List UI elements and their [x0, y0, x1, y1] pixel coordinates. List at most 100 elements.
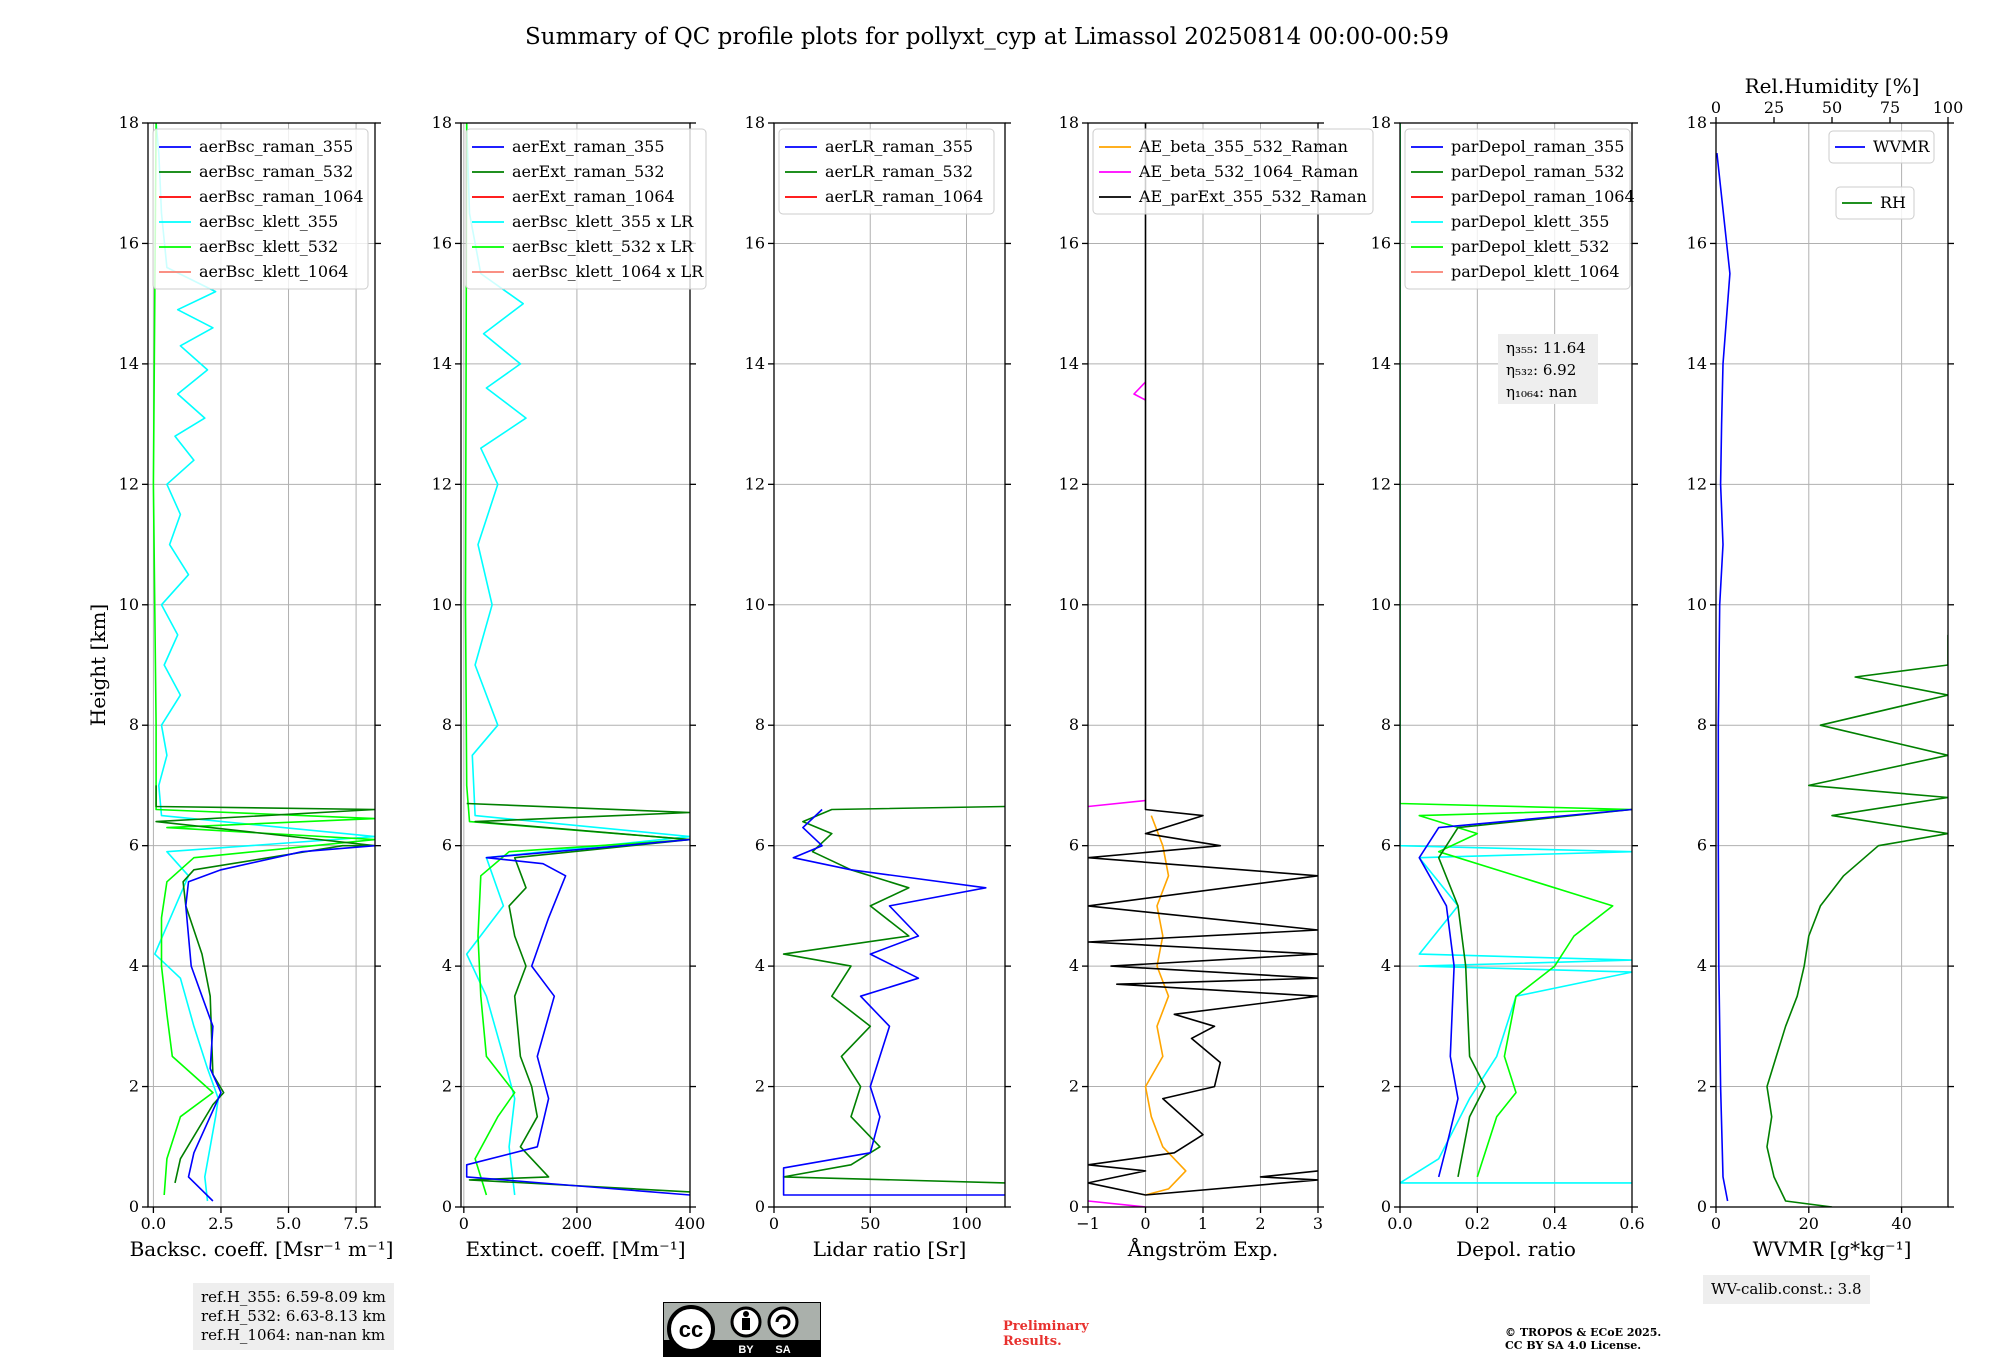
x-axis-label: Ångström Exp.	[1127, 1236, 1278, 1261]
x2-tick-label: 50	[1822, 98, 1842, 117]
x2-tick-label: 0	[1711, 98, 1721, 117]
y-tick-label: 18	[745, 113, 765, 132]
legend-label: aerBsc_klett_1064	[199, 262, 348, 281]
y-tick-label: 14	[119, 354, 139, 373]
y-axis-label: Height [km]	[86, 604, 110, 726]
legend-label: RH	[1880, 193, 1906, 212]
y-tick-label: 6	[129, 836, 139, 855]
x-tick-label: −1	[1076, 1214, 1100, 1233]
y-tick-label: 12	[1059, 474, 1079, 493]
x-axis-label: WVMR [g*kg⁻¹]	[1753, 1237, 1912, 1261]
x-axis-label: Backsc. coeff. [Msr⁻¹ m⁻¹]	[130, 1237, 394, 1261]
legend-label: aerExt_raman_1064	[512, 187, 675, 206]
legend-label: aerBsc_klett_532 x LR	[512, 237, 694, 256]
legend-label: aerExt_raman_355	[512, 137, 665, 156]
y-tick-label: 0	[442, 1197, 452, 1216]
y-tick-label: 18	[432, 113, 452, 132]
x-tick-label: 0.0	[1387, 1214, 1412, 1233]
legend-label: aerBsc_klett_355 x LR	[512, 212, 694, 231]
y-tick-label: 0	[129, 1197, 139, 1216]
panel-1: 0 2 4 6 8 10 12 14 16 18 0.0 2.5 5.0 7.5 Backsc. coeff…	[119, 113, 394, 1261]
copyright-line-1: © TROPOS & ECoE 2025.	[1505, 1326, 1662, 1339]
eta-annotation-line: η₃₅₅: 11.64	[1506, 339, 1586, 357]
panel-5: 0 2 4 6 8 10 12 14 16 18 0.0 0.2 0.4 0.6 Depol. ratio p…	[1371, 113, 1645, 1261]
series-AE_beta_532_1064_Raman	[1088, 799, 1146, 808]
x-axis-label: Lidar ratio [Sr]	[813, 1237, 967, 1261]
panel-2: 0 2 4 6 8 10 12 14 16 18 0 200 400 Extinct. coeff. [M…	[432, 113, 707, 1261]
y-tick-label: 2	[1697, 1077, 1707, 1096]
figure-title: Summary of QC profile plots for pollyxt_…	[525, 24, 1449, 50]
legend-label: aerLR_raman_1064	[825, 187, 983, 206]
y-tick-label: 6	[755, 836, 765, 855]
legend-label: parDepol_klett_355	[1451, 212, 1609, 231]
series-AE_beta_532_1064_Raman	[1088, 1200, 1146, 1207]
cc-by-sa-logo: cc BY SA	[663, 1302, 821, 1357]
legend: WVMR RH	[1828, 130, 1935, 220]
legend: aerExt_raman_355 aerExt_raman_532 aerExt_r…	[465, 128, 707, 290]
legend: aerLR_raman_355 aerLR_raman_532 aerLR_rama…	[778, 128, 995, 215]
y-tick-label: 16	[1059, 233, 1079, 252]
svg-text:cc: cc	[679, 1317, 703, 1342]
legend-label: AE_parExt_355_532_Raman	[1138, 187, 1367, 206]
y-tick-label: 14	[432, 354, 452, 373]
y-tick-label: 8	[129, 715, 139, 734]
y-tick-label: 16	[1371, 233, 1391, 252]
y-tick-label: 6	[1381, 836, 1391, 855]
y-tick-label: 4	[442, 956, 452, 975]
x-tick-label: 0.2	[1465, 1214, 1490, 1233]
y-tick-label: 12	[1687, 474, 1707, 493]
y-tick-label: 8	[755, 715, 765, 734]
y-tick-label: 14	[1687, 354, 1707, 373]
y-tick-label: 18	[1371, 113, 1391, 132]
legend: AE_beta_355_532_Raman AE_beta_532_1064_Ra…	[1092, 128, 1374, 215]
series-parDepol_klett_532	[1400, 123, 1632, 1178]
y-tick-label: 12	[119, 474, 139, 493]
legend-box	[465, 128, 707, 290]
preliminary-line-1: Preliminary	[1003, 1319, 1089, 1334]
legend-label: aerBsc_klett_355	[199, 212, 338, 231]
legend-label: aerLR_raman_355	[825, 137, 973, 156]
y-tick-label: 12	[745, 474, 765, 493]
copyright-note: © TROPOS & ECoE 2025. CC BY SA 4.0 Licen…	[1505, 1326, 1661, 1352]
axes-frame	[773, 122, 1006, 1208]
legend-box	[778, 128, 995, 215]
y-tick-label: 16	[1687, 233, 1707, 252]
legend-label: parDepol_raman_532	[1451, 162, 1624, 181]
y-tick-label: 14	[745, 354, 765, 373]
y-tick-label: 0	[1697, 1197, 1707, 1216]
x-tick-label: 0	[1711, 1214, 1721, 1233]
legend-label: aerExt_raman_532	[512, 162, 665, 181]
legend-label: aerBsc_raman_355	[199, 137, 353, 156]
x-tick-label: 0.6	[1619, 1214, 1644, 1233]
axes-frame	[147, 122, 376, 1208]
x2-tick-label: 100	[1933, 98, 1964, 117]
y-tick-label: 10	[745, 595, 765, 614]
legend-box	[1835, 186, 1915, 220]
y-tick-label: 10	[119, 595, 139, 614]
x-tick-label: 50	[860, 1214, 880, 1233]
legend-box	[1828, 130, 1935, 164]
y-tick-label: 10	[1371, 595, 1391, 614]
eta-annotation-line: η₅₃₂: 6.92	[1506, 361, 1576, 379]
x2-axis-label: Rel.Humidity [%]	[1745, 74, 1920, 98]
data-lines	[1088, 123, 1318, 1207]
axes-frame	[1715, 122, 1949, 1208]
y-tick-label: 8	[1381, 715, 1391, 734]
y-tick-label: 14	[1371, 354, 1391, 373]
x-tick-label: 20	[1799, 1214, 1819, 1233]
y-tick-label: 4	[755, 956, 765, 975]
legend-label: aerBsc_raman_532	[199, 162, 353, 181]
y-tick-label: 6	[1069, 836, 1079, 855]
x-tick-label: 2.5	[208, 1214, 233, 1233]
legend-box	[152, 128, 369, 290]
y-tick-label: 8	[1069, 715, 1079, 734]
y-tick-label: 18	[119, 113, 139, 132]
x-tick-label: 0	[1140, 1214, 1150, 1233]
y-tick-label: 18	[1059, 113, 1079, 132]
x-tick-label: 0	[769, 1214, 779, 1233]
series-aerBsc_klett_532	[152, 123, 375, 1196]
